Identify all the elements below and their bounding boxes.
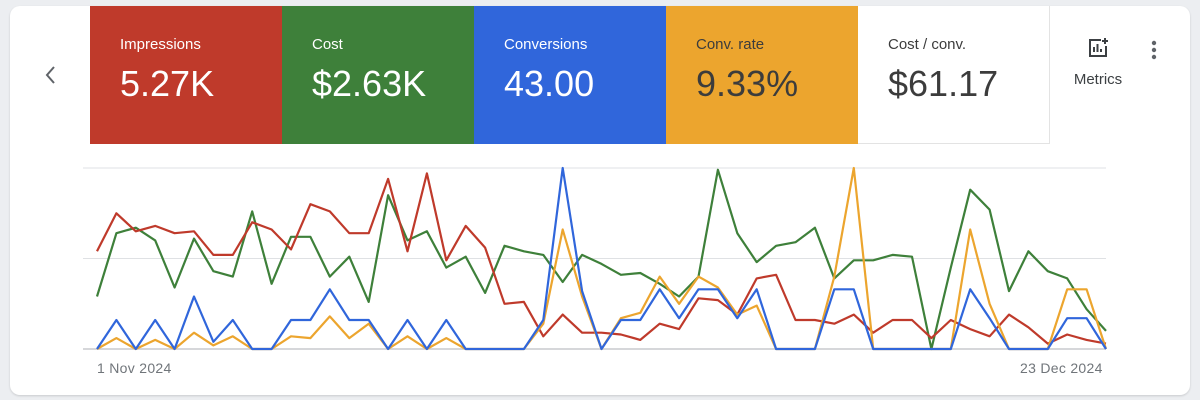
metric-label: Cost xyxy=(312,36,343,53)
metric-tile-cost[interactable]: Cost $2.63K xyxy=(282,6,474,144)
metric-tile-conv-rate[interactable]: Conv. rate 9.33% xyxy=(666,6,858,144)
series-line-conversions xyxy=(96,166,1107,351)
metric-value: $61.17 xyxy=(888,63,999,104)
series-line-cost xyxy=(95,168,1107,351)
metric-label: Cost / conv. xyxy=(888,36,967,53)
performance-overview-card: Impressions 5.27K Cost $2.63K Conversion… xyxy=(10,6,1190,395)
metrics-button[interactable]: Metrics xyxy=(1058,36,1138,88)
metric-value: 9.33% xyxy=(696,63,799,104)
chevron-left-icon xyxy=(45,66,55,84)
metric-value: 43.00 xyxy=(504,63,595,104)
previous-metrics-button[interactable] xyxy=(10,6,90,144)
x-axis-end-label: 23 Dec 2024 xyxy=(1020,360,1103,376)
more-vert-icon xyxy=(1151,40,1157,60)
metric-label: Conv. rate xyxy=(696,36,765,53)
metric-value: 5.27K xyxy=(120,63,215,104)
add-chart-icon xyxy=(1089,38,1108,57)
x-axis-start-label: 1 Nov 2024 xyxy=(97,360,172,376)
line-chart[interactable] xyxy=(10,6,1190,395)
series-line-impressions xyxy=(96,172,1107,345)
metrics-label: Metrics xyxy=(1073,71,1123,88)
metric-tile-conversions[interactable]: Conversions 43.00 xyxy=(474,6,666,144)
metric-value: $2.63K xyxy=(312,63,427,104)
metric-label: Impressions xyxy=(120,36,201,53)
metric-tile-cost-per-conv[interactable]: Cost / conv. $61.17 xyxy=(858,6,1050,144)
more-options-button[interactable] xyxy=(1144,38,1164,62)
metric-tile-impressions[interactable]: Impressions 5.27K xyxy=(90,6,282,144)
metric-label: Conversions xyxy=(504,36,588,53)
